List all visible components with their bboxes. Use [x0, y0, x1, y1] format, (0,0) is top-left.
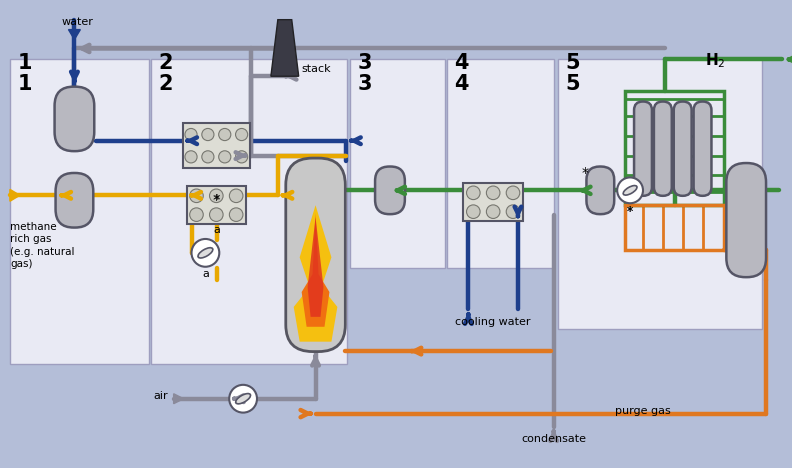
Bar	[625, 91, 725, 205]
Text: H$_2$: H$_2$	[705, 51, 725, 70]
Text: 5: 5	[565, 53, 581, 73]
Text: 4: 4	[455, 74, 469, 94]
Text: 5: 5	[565, 74, 581, 94]
Polygon shape	[271, 20, 299, 76]
Text: 2: 2	[158, 74, 173, 94]
Text: 4: 4	[455, 53, 469, 73]
Bar	[558, 59, 762, 329]
Text: 3: 3	[357, 74, 371, 94]
Circle shape	[219, 151, 230, 163]
FancyBboxPatch shape	[55, 87, 94, 151]
Circle shape	[219, 128, 230, 140]
Circle shape	[506, 186, 520, 200]
FancyBboxPatch shape	[726, 163, 766, 277]
Text: purge gas: purge gas	[615, 406, 671, 416]
Bar	[183, 124, 250, 168]
Text: air: air	[154, 391, 169, 401]
Text: 1: 1	[18, 53, 32, 73]
Text: a: a	[202, 269, 209, 279]
Polygon shape	[307, 217, 323, 317]
Bar	[625, 205, 725, 250]
FancyBboxPatch shape	[674, 102, 691, 196]
Circle shape	[210, 189, 223, 203]
Text: 3: 3	[357, 53, 371, 73]
Polygon shape	[10, 190, 20, 201]
Circle shape	[192, 239, 219, 267]
Circle shape	[230, 208, 243, 221]
Circle shape	[486, 186, 500, 200]
Text: stack: stack	[302, 64, 331, 74]
Text: *: *	[582, 166, 589, 180]
Polygon shape	[68, 29, 80, 39]
Circle shape	[202, 151, 214, 163]
FancyBboxPatch shape	[694, 102, 711, 196]
Bar	[350, 59, 444, 268]
Text: condensate: condensate	[521, 434, 586, 445]
Bar	[10, 59, 149, 364]
FancyBboxPatch shape	[55, 173, 93, 227]
Ellipse shape	[198, 248, 213, 258]
Text: 1: 1	[18, 74, 32, 94]
Circle shape	[229, 385, 257, 413]
Circle shape	[185, 151, 197, 163]
FancyBboxPatch shape	[286, 158, 345, 351]
Text: *: *	[627, 205, 634, 218]
Text: *: *	[213, 193, 220, 207]
Circle shape	[210, 208, 223, 221]
Text: *: *	[213, 193, 219, 206]
FancyBboxPatch shape	[654, 102, 672, 196]
Circle shape	[617, 177, 643, 203]
Circle shape	[506, 205, 520, 219]
Polygon shape	[302, 213, 329, 327]
Circle shape	[230, 189, 243, 203]
Bar	[150, 59, 348, 364]
Circle shape	[189, 208, 204, 221]
FancyBboxPatch shape	[634, 102, 652, 196]
FancyBboxPatch shape	[586, 167, 615, 214]
Bar	[447, 59, 554, 268]
Bar	[187, 186, 246, 224]
Circle shape	[235, 151, 248, 163]
Ellipse shape	[236, 394, 250, 404]
Circle shape	[202, 128, 214, 140]
Text: cooling water: cooling water	[455, 317, 531, 327]
Ellipse shape	[623, 186, 637, 195]
Text: methane
rich gas
(e.g. natural
gas): methane rich gas (e.g. natural gas)	[10, 222, 74, 269]
Polygon shape	[294, 205, 337, 342]
Circle shape	[466, 186, 480, 200]
Circle shape	[466, 205, 480, 219]
Circle shape	[185, 128, 197, 140]
Circle shape	[189, 189, 204, 203]
Text: *: *	[627, 205, 634, 218]
Bar	[463, 183, 523, 221]
Text: a: a	[213, 225, 219, 235]
FancyBboxPatch shape	[375, 167, 405, 214]
Text: water: water	[62, 17, 93, 27]
Text: 2: 2	[158, 53, 173, 73]
Polygon shape	[173, 394, 184, 404]
Circle shape	[486, 205, 500, 219]
Circle shape	[235, 128, 248, 140]
